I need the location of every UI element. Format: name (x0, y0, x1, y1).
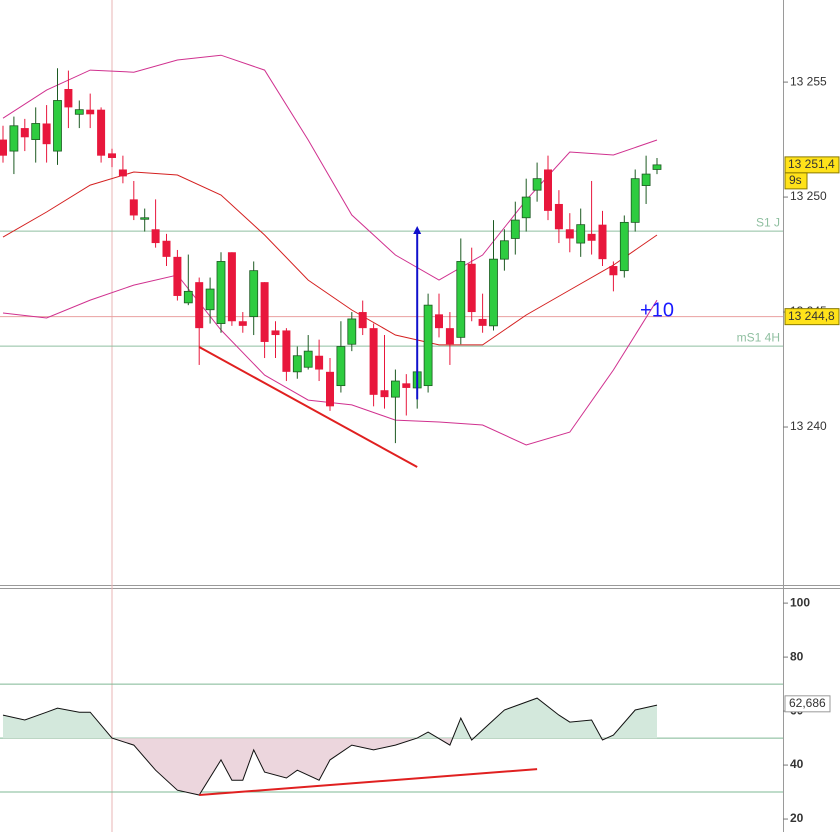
value-label: 62,686 (789, 696, 826, 710)
candle-body (380, 390, 389, 398)
candle-body (489, 258, 498, 327)
candle-body (532, 178, 542, 191)
candle-body (271, 330, 280, 336)
candle-body (108, 153, 116, 158)
candle-body (227, 252, 236, 322)
candle-body (173, 256, 182, 296)
y-tick-label: 100 (790, 595, 810, 609)
candle-body (326, 371, 334, 407)
candle-body (641, 173, 651, 186)
candle-body (315, 355, 324, 370)
candle-body (216, 261, 226, 324)
candle-body (544, 169, 552, 211)
candle-body (303, 350, 313, 368)
candle-body (445, 328, 454, 345)
candle-body (31, 123, 41, 140)
candle-body (478, 318, 487, 326)
candle-body (499, 240, 509, 260)
candle-body (0, 139, 7, 156)
y-tick-label: 80 (790, 649, 804, 663)
candle-body (467, 263, 476, 313)
timer-label: 9s (789, 173, 802, 187)
oscillator-line (2, 697, 658, 796)
candle-body (20, 128, 29, 138)
fill-above (3, 698, 657, 739)
candle-body (64, 88, 73, 108)
candle-body (162, 240, 171, 257)
candle-body (292, 355, 302, 373)
y-tick-label: 40 (790, 757, 804, 771)
candle-body (118, 169, 127, 177)
candle-body (619, 221, 629, 272)
price-plot (0, 54, 662, 446)
candle-body (358, 312, 367, 329)
timer-box (784, 172, 808, 190)
trendline (199, 768, 538, 797)
candle-body (402, 383, 411, 388)
candle-body (97, 109, 106, 156)
candle-body (195, 282, 204, 329)
candle-body (183, 290, 193, 304)
candle-body (140, 217, 150, 220)
candle-body (587, 233, 596, 241)
candle-body (129, 199, 138, 216)
arrow-head (413, 225, 422, 234)
trendline (198, 346, 418, 468)
candle-body (205, 288, 215, 311)
price-line-label: 13 244,8 (788, 309, 835, 323)
candle-body (576, 224, 586, 244)
candle-body (42, 123, 51, 145)
candle-body (260, 282, 269, 342)
band-line (2, 171, 658, 346)
candle-body (9, 125, 19, 152)
y-tick-label: 13 250 (790, 189, 827, 203)
candle-body (282, 330, 291, 372)
value-box (784, 695, 831, 713)
candle-body (151, 229, 160, 244)
candle-body (249, 270, 259, 318)
candle-body (336, 346, 346, 387)
candle-body (53, 100, 62, 152)
candle-body (86, 109, 95, 115)
y-tick-label: 13 240 (790, 419, 827, 433)
candle-body (609, 266, 618, 276)
candle-body (369, 328, 378, 395)
price-box (784, 156, 840, 174)
candle-body (456, 261, 466, 338)
fill-below (3, 738, 657, 795)
candle-body (554, 203, 563, 230)
price-box (784, 308, 840, 326)
y-tick-label: 20 (790, 811, 804, 825)
y-tick-label: 13 255 (790, 74, 827, 88)
candle-body (390, 380, 400, 398)
candle-body (423, 304, 433, 387)
candle-body (565, 229, 574, 239)
annotation: +10 (640, 299, 674, 321)
candle-body (435, 314, 443, 329)
candle-body (238, 321, 247, 326)
candle-body (74, 109, 84, 115)
level-label: S1 J (756, 215, 780, 229)
candle-body (630, 178, 640, 223)
candle-body (598, 224, 607, 260)
candle-body (652, 164, 662, 170)
level-label: mS1 4H (737, 330, 780, 344)
candle-body (521, 196, 531, 219)
candle-body (510, 219, 520, 239)
last-price-label: 13 251,4 (788, 157, 835, 171)
candle-body (347, 318, 357, 345)
